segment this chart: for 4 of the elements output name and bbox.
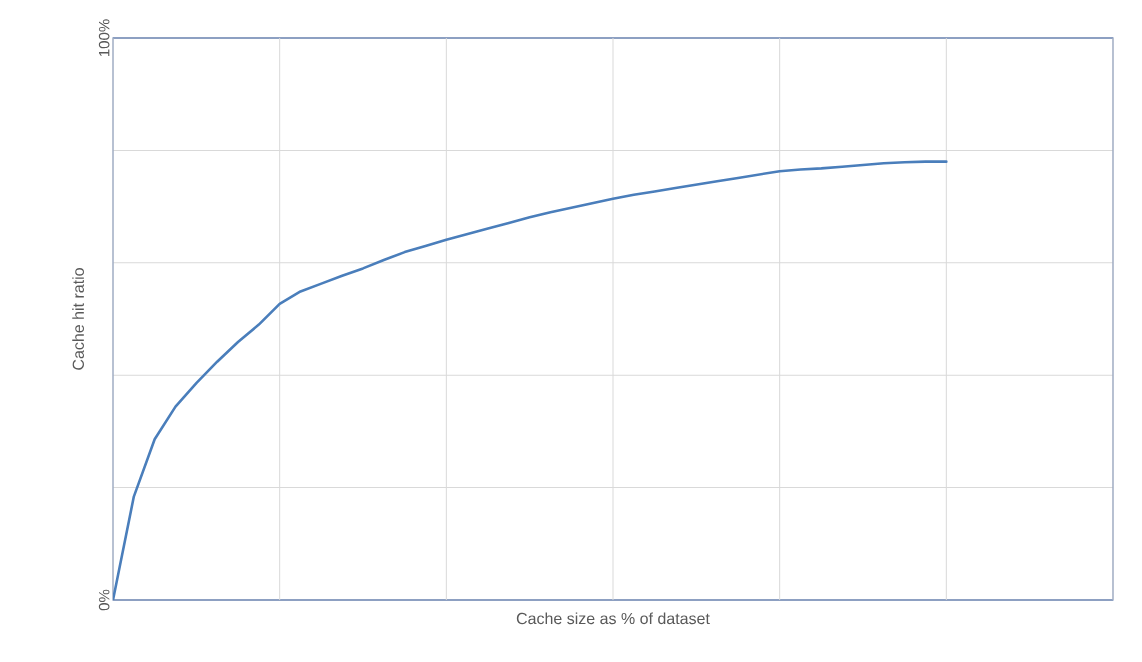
y-tick-label: 0% [98, 589, 110, 611]
x-axis-title: Cache size as % of dataset [516, 612, 710, 625]
y-tick-label: 100% [98, 19, 110, 57]
y-axis-title: Cache hit ratio [72, 268, 84, 370]
